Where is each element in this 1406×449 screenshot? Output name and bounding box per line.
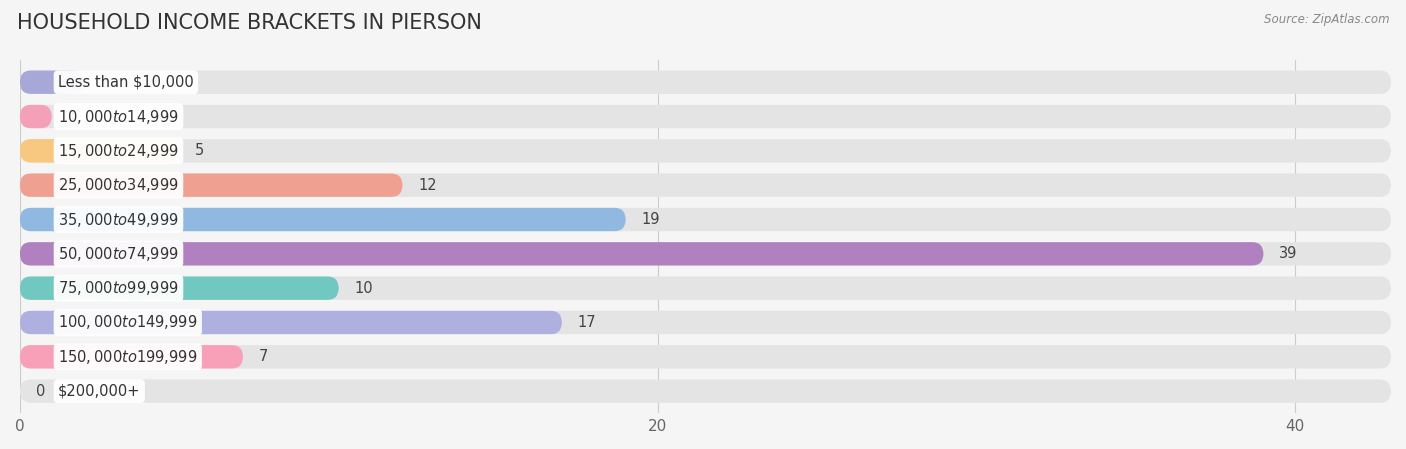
Text: Source: ZipAtlas.com: Source: ZipAtlas.com: [1264, 13, 1389, 26]
FancyBboxPatch shape: [20, 345, 1391, 369]
Text: 0: 0: [35, 383, 45, 399]
FancyBboxPatch shape: [20, 277, 339, 300]
Text: 10: 10: [354, 281, 373, 295]
Text: 1: 1: [67, 109, 77, 124]
Text: 17: 17: [578, 315, 596, 330]
Text: 12: 12: [419, 178, 437, 193]
Text: Less than $10,000: Less than $10,000: [58, 75, 194, 90]
Text: $15,000 to $24,999: $15,000 to $24,999: [58, 142, 179, 160]
Text: $150,000 to $199,999: $150,000 to $199,999: [58, 348, 197, 366]
FancyBboxPatch shape: [20, 139, 179, 163]
Text: $100,000 to $149,999: $100,000 to $149,999: [58, 313, 197, 331]
FancyBboxPatch shape: [20, 139, 1391, 163]
FancyBboxPatch shape: [20, 208, 626, 231]
FancyBboxPatch shape: [20, 173, 1391, 197]
FancyBboxPatch shape: [20, 105, 1391, 128]
FancyBboxPatch shape: [20, 105, 52, 128]
Text: 2: 2: [100, 75, 108, 90]
FancyBboxPatch shape: [20, 311, 562, 334]
Text: $200,000+: $200,000+: [58, 383, 141, 399]
Text: $75,000 to $99,999: $75,000 to $99,999: [58, 279, 179, 297]
Text: 7: 7: [259, 349, 269, 364]
Text: $50,000 to $74,999: $50,000 to $74,999: [58, 245, 179, 263]
FancyBboxPatch shape: [20, 70, 1391, 94]
Text: 5: 5: [195, 143, 204, 158]
FancyBboxPatch shape: [20, 70, 83, 94]
FancyBboxPatch shape: [20, 208, 1391, 231]
Text: HOUSEHOLD INCOME BRACKETS IN PIERSON: HOUSEHOLD INCOME BRACKETS IN PIERSON: [17, 13, 482, 34]
FancyBboxPatch shape: [20, 173, 402, 197]
FancyBboxPatch shape: [20, 242, 1264, 265]
FancyBboxPatch shape: [20, 345, 243, 369]
Text: $10,000 to $14,999: $10,000 to $14,999: [58, 108, 179, 126]
Text: 39: 39: [1279, 247, 1298, 261]
Text: $25,000 to $34,999: $25,000 to $34,999: [58, 176, 179, 194]
FancyBboxPatch shape: [20, 379, 1391, 403]
Text: 19: 19: [641, 212, 661, 227]
FancyBboxPatch shape: [20, 311, 1391, 334]
FancyBboxPatch shape: [20, 277, 1391, 300]
FancyBboxPatch shape: [20, 242, 1391, 265]
Text: $35,000 to $49,999: $35,000 to $49,999: [58, 211, 179, 229]
